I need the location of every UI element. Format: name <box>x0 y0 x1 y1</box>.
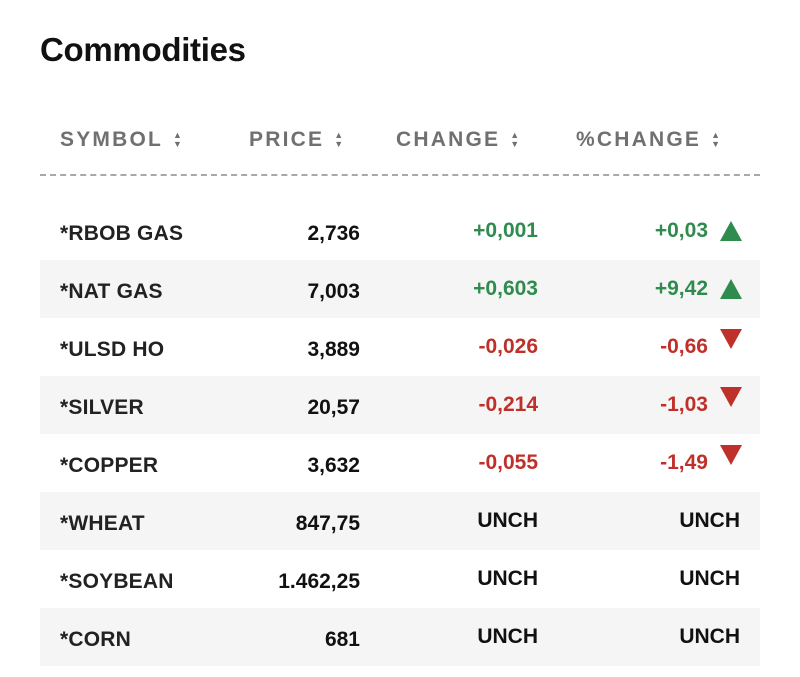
price-cell: 3,889 <box>307 338 360 361</box>
symbol-cell[interactable]: *SOYBEAN <box>60 570 174 593</box>
column-header-price[interactable]: PRICE ▲ ▼ <box>249 128 343 152</box>
column-header-label: PRICE <box>249 128 325 151</box>
price-cell: 681 <box>324 628 360 651</box>
commodities-table: SYMBOL ▲ ▼ PRICE ▲ ▼ CHANGE ▲ ▼ %CHANGE ▲ ▼ … <box>40 118 760 666</box>
column-header-label: CHANGE <box>396 128 501 151</box>
sort-icon[interactable]: ▲ ▼ <box>334 130 344 149</box>
pct-change-cell: +0,03 <box>654 219 708 242</box>
triangle-down-icon <box>720 310 742 368</box>
price-cell: 847,75 <box>295 512 360 535</box>
table-row[interactable]: *WHEAT 847,75 UNCH UNCH <box>40 492 760 550</box>
table-row[interactable]: *CORN 681 UNCH UNCH <box>40 608 760 666</box>
triangle-down-icon <box>720 368 742 426</box>
price-cell: 20,57 <box>307 396 360 419</box>
symbol-cell[interactable]: *ULSD HO <box>60 338 165 361</box>
table-header: SYMBOL ▲ ▼ PRICE ▲ ▼ CHANGE ▲ ▼ %CHANGE ▲ ▼ <box>40 118 760 176</box>
change-cell: +0,001 <box>473 219 538 242</box>
table-row[interactable]: *SOYBEAN 1.462,25 UNCH UNCH <box>40 550 760 608</box>
pct-change-cell: UNCH <box>679 625 740 648</box>
table-row[interactable]: *ULSD HO 3,889 -0,026 -0,66 <box>40 318 760 376</box>
change-cell: -0,214 <box>478 393 538 416</box>
sort-icon[interactable]: ▲ ▼ <box>510 130 520 149</box>
change-cell: UNCH <box>477 509 538 532</box>
triangle-down-icon <box>720 426 742 484</box>
table-row[interactable]: *RBOB GAS 2,736 +0,001 +0,03 <box>40 202 760 260</box>
column-header-label: SYMBOL <box>60 128 164 151</box>
table-body: *RBOB GAS 2,736 +0,001 +0,03 *NAT GAS 7,003 +0… <box>40 202 760 666</box>
column-header-pct-change[interactable]: %CHANGE ▲ ▼ <box>576 128 720 152</box>
change-cell: -0,055 <box>478 451 538 474</box>
change-cell: UNCH <box>477 625 538 648</box>
symbol-cell[interactable]: *CORN <box>60 628 132 651</box>
triangle-up-icon <box>720 260 742 318</box>
change-cell: UNCH <box>477 567 538 590</box>
sort-icon[interactable]: ▲ ▼ <box>711 130 720 149</box>
symbol-cell[interactable]: *WHEAT <box>60 512 145 535</box>
symbol-cell[interactable]: *NAT GAS <box>60 280 163 303</box>
pct-change-cell: -1,49 <box>660 451 708 474</box>
triangle-up-icon <box>720 202 742 260</box>
price-cell: 7,003 <box>307 280 360 303</box>
change-cell: +0,603 <box>473 277 538 300</box>
price-cell: 1.462,25 <box>278 570 360 593</box>
table-row[interactable]: *COPPER 3,632 -0,055 -1,49 <box>40 434 760 492</box>
column-header-change[interactable]: CHANGE ▲ ▼ <box>396 128 519 152</box>
price-cell: 3,632 <box>307 454 360 477</box>
pct-change-cell: +9,42 <box>654 277 708 300</box>
pct-change-cell: -1,03 <box>660 393 708 416</box>
pct-change-cell: UNCH <box>679 567 740 590</box>
pct-change-cell: -0,66 <box>660 335 708 358</box>
column-header-label: %CHANGE <box>576 128 702 151</box>
page-title: Commodities <box>40 31 246 68</box>
symbol-cell[interactable]: *COPPER <box>60 454 159 477</box>
symbol-cell[interactable]: *SILVER <box>60 396 144 419</box>
table-row[interactable]: *NAT GAS 7,003 +0,603 +9,42 <box>40 260 760 318</box>
symbol-cell[interactable]: *RBOB GAS <box>60 222 184 245</box>
sort-icon[interactable]: ▲ ▼ <box>173 130 182 149</box>
column-header-symbol[interactable]: SYMBOL ▲ ▼ <box>60 128 182 152</box>
pct-change-cell: UNCH <box>679 509 740 532</box>
price-cell: 2,736 <box>307 222 360 245</box>
change-cell: -0,026 <box>478 335 538 358</box>
table-row[interactable]: *SILVER 20,57 -0,214 -1,03 <box>40 376 760 434</box>
